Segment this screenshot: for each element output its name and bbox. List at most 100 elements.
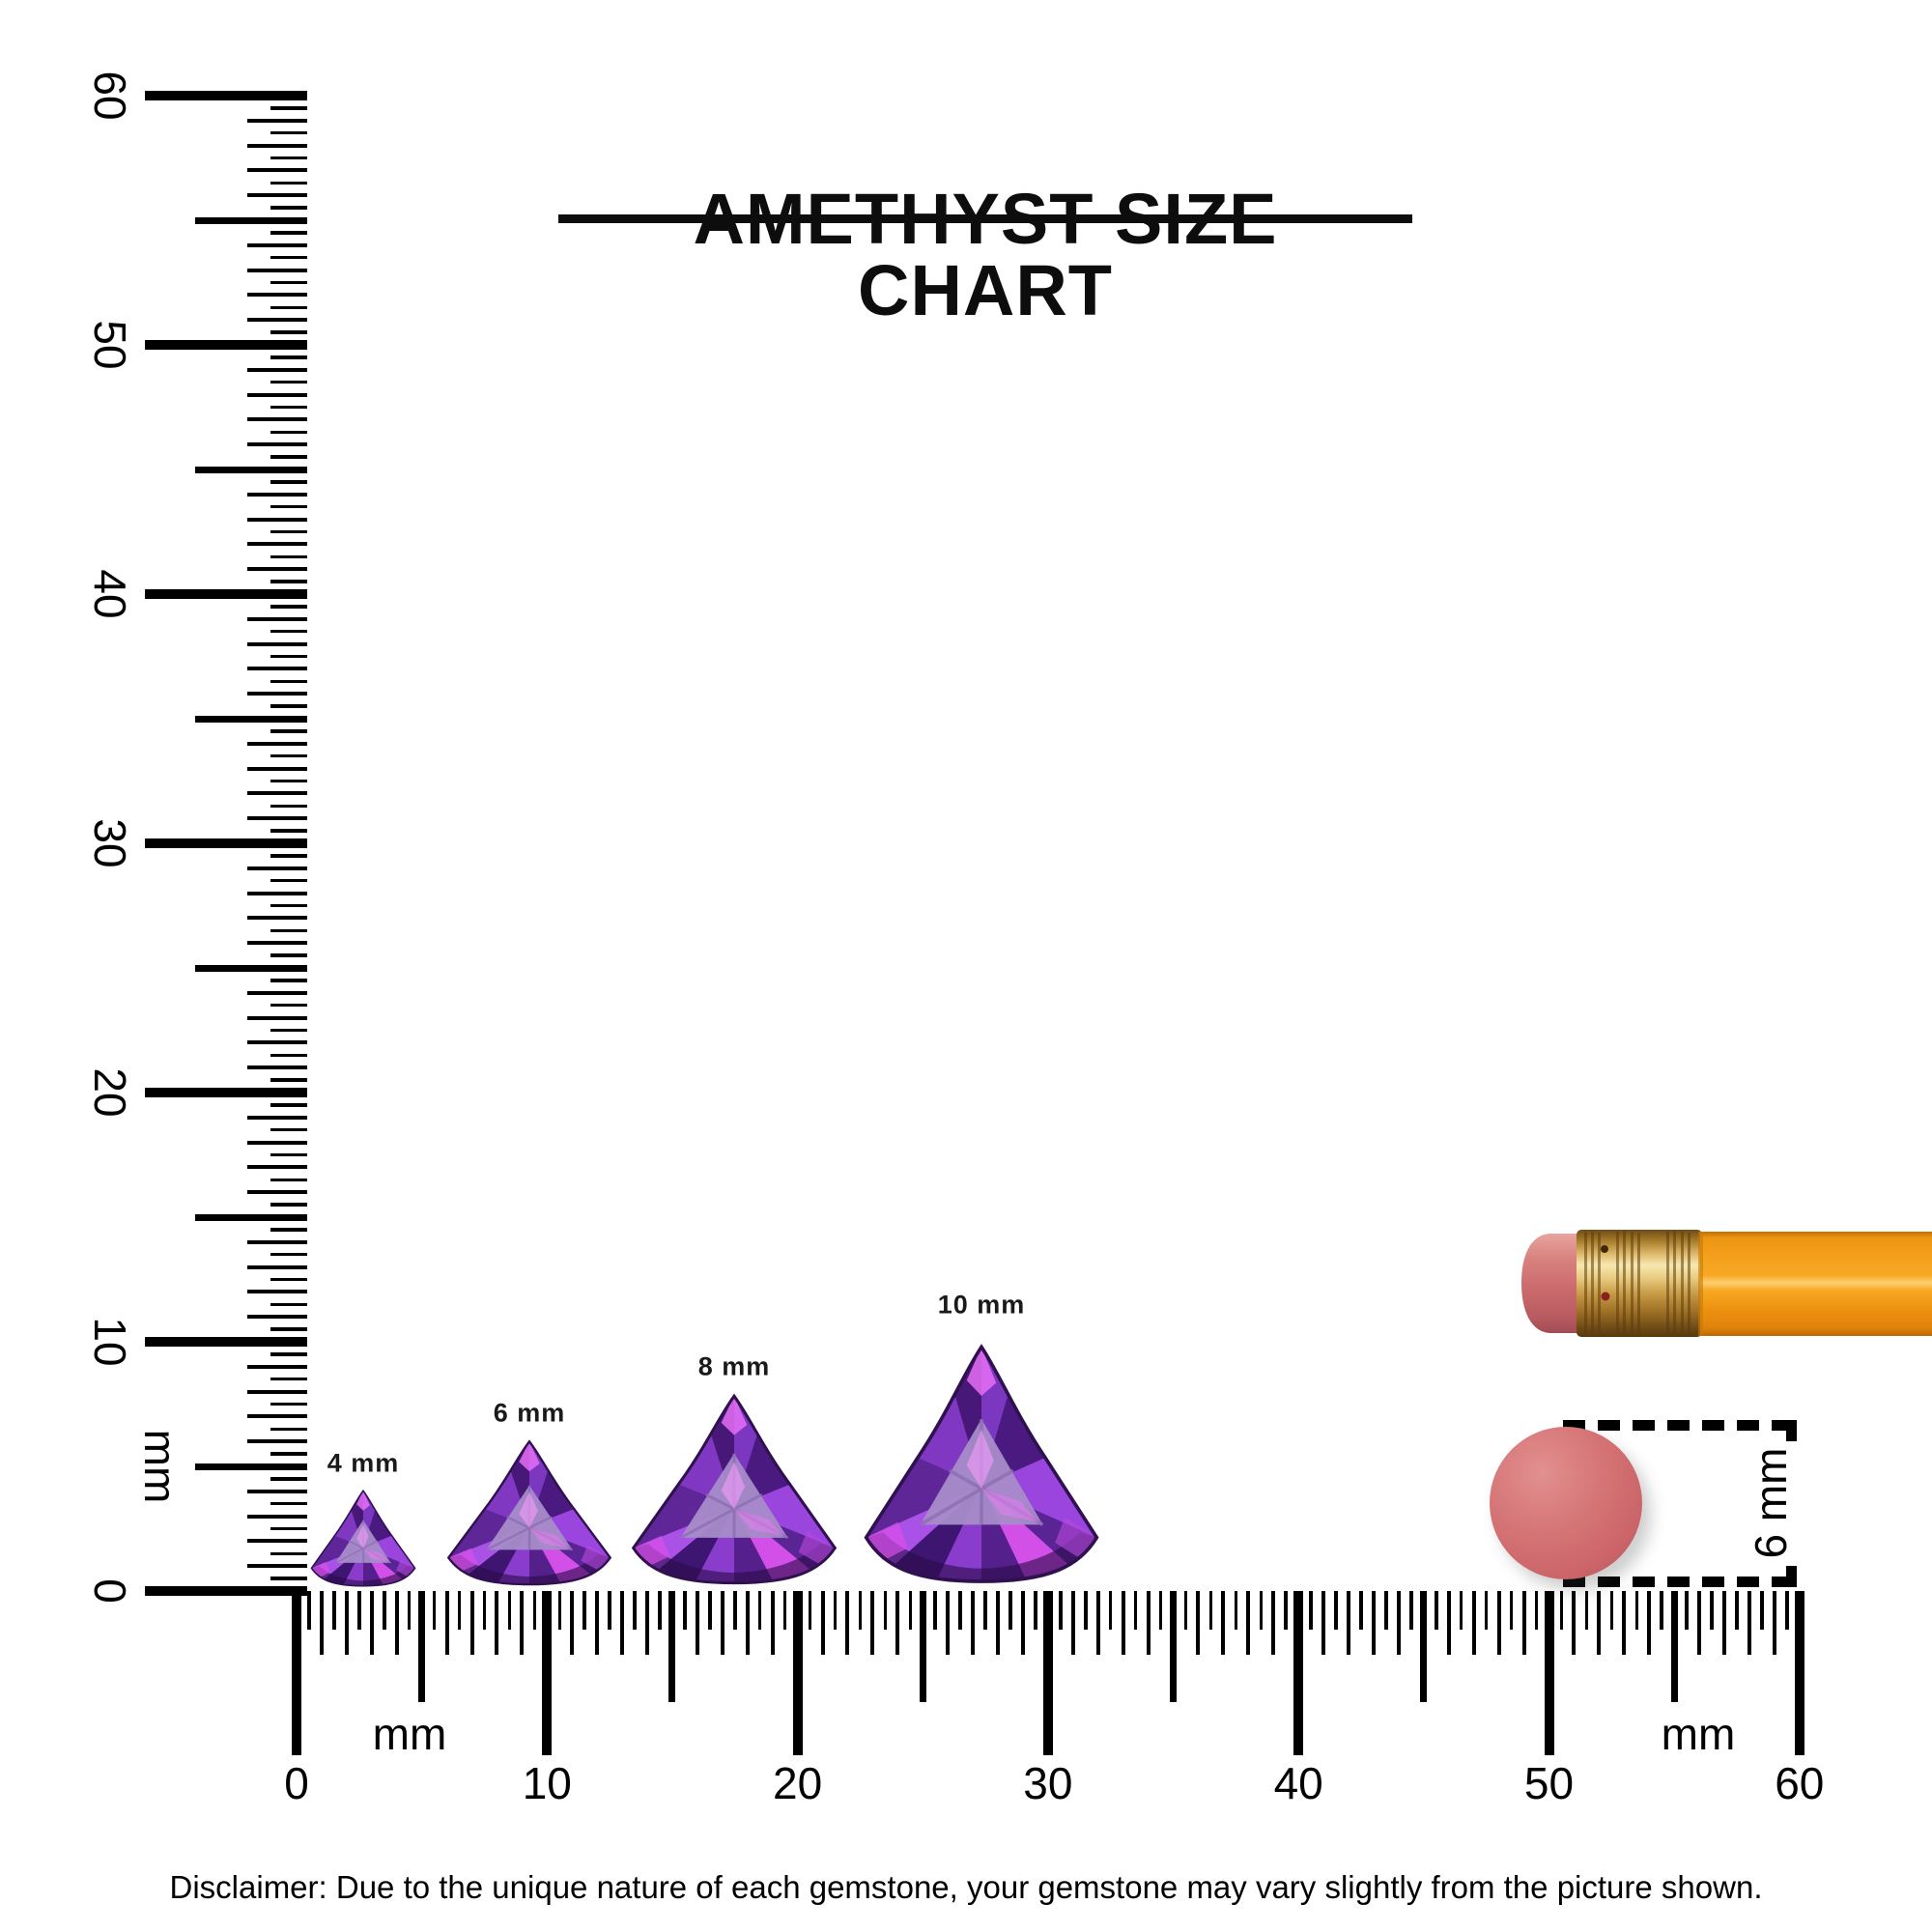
v-ruler-tick-54 (247, 242, 307, 247)
h-ruler-tick-15 (668, 1591, 676, 1702)
gem-girdle (633, 1544, 836, 1583)
v-ruler-tick-27.5 (270, 903, 307, 908)
v-ruler-label-20: 20 (85, 1067, 135, 1118)
pencil-ferrule (1577, 1230, 1702, 1337)
h-ruler-tick-33 (1121, 1591, 1125, 1655)
h-ruler-tick-48.5 (1509, 1591, 1514, 1630)
v-ruler-tick-32.5 (270, 779, 307, 783)
v-ruler-tick-47.5 (270, 405, 307, 410)
h-ruler-tick-27 (971, 1591, 976, 1655)
v-ruler-tick-17 (247, 1165, 307, 1170)
gem-facet (519, 1492, 538, 1528)
gem-facet (734, 1509, 784, 1536)
v-ruler-tick-51.5 (270, 305, 307, 310)
v-ruler-tick-1 (247, 1564, 307, 1569)
v-ruler-tick-29.5 (270, 854, 307, 858)
h-ruler-tick-54.5 (1660, 1591, 1663, 1630)
h-ruler-tick-0 (292, 1591, 301, 1755)
h-ruler-tick-56.5 (1710, 1591, 1714, 1630)
v-ruler-tick-44 (247, 492, 307, 497)
v-ruler-tick-45 (195, 466, 307, 473)
h-ruler-tick-56 (1697, 1591, 1702, 1655)
gem-facet (519, 1441, 540, 1472)
v-ruler-tick-38 (247, 641, 307, 646)
h-ruler-tick-26 (946, 1591, 951, 1655)
h-ruler-tick-60 (1794, 1591, 1804, 1755)
h-ruler-tick-18 (745, 1591, 750, 1655)
gem-facet (966, 1429, 994, 1489)
v-ruler-tick-58.5 (270, 130, 307, 135)
v-ruler-tick-42.5 (270, 529, 307, 534)
h-ruler-tick-25 (919, 1591, 926, 1702)
v-ruler-tick-18 (247, 1140, 307, 1145)
h-ruler-tick-38.5 (1259, 1591, 1264, 1630)
h-ruler-tick-30 (1042, 1591, 1053, 1755)
v-ruler-label-40: 40 (85, 569, 135, 619)
v-ruler-tick-8 (247, 1389, 307, 1394)
h-ruler-tick-10.5 (557, 1591, 561, 1630)
v-ruler-tick-33 (247, 766, 307, 771)
h-ruler-tick-29 (1020, 1591, 1025, 1655)
gem-table-streak (919, 1487, 982, 1526)
v-ruler-tick-55.5 (270, 206, 307, 210)
h-ruler-tick-39 (1271, 1591, 1276, 1655)
eraser-disc (1490, 1427, 1642, 1579)
h-ruler-tick-15.5 (683, 1591, 687, 1630)
h-ruler-tick-34 (1146, 1591, 1151, 1655)
ferrule-rivet-dot (1601, 1292, 1610, 1301)
v-ruler-tick-50.5 (270, 330, 307, 334)
h-ruler-tick-42 (1347, 1591, 1351, 1655)
v-ruler-tick-9.5 (270, 1352, 307, 1356)
vertical-ruler-unit-label: mm (135, 1429, 185, 1504)
h-ruler-label-40: 40 (1273, 1758, 1323, 1808)
v-ruler-tick-26.5 (270, 928, 307, 933)
h-ruler-tick-40.5 (1309, 1591, 1313, 1630)
v-ruler-tick-41.5 (270, 554, 307, 559)
v-ruler-tick-58 (247, 143, 307, 148)
h-ruler-tick-13.5 (633, 1591, 637, 1630)
h-ruler-tick-23 (870, 1591, 875, 1655)
dimension-dashed-line-bottom (1563, 1577, 1797, 1587)
h-ruler-tick-59.5 (1785, 1591, 1789, 1630)
v-ruler-tick-31 (247, 816, 307, 821)
horizontal-ruler-unit-label-left: mm (372, 1709, 447, 1759)
h-ruler-tick-58.5 (1760, 1591, 1764, 1630)
v-ruler-tick-22.5 (270, 1028, 307, 1033)
v-ruler-tick-54.5 (270, 231, 307, 235)
h-ruler-label-50: 50 (1523, 1758, 1575, 1808)
v-ruler-tick-2.5 (270, 1526, 307, 1531)
h-ruler-tick-19 (770, 1591, 775, 1655)
h-ruler-tick-33.5 (1133, 1591, 1138, 1630)
gem-table-streak (528, 1516, 553, 1529)
v-ruler-tick-19 (247, 1115, 307, 1120)
v-ruler-label-60: 60 (85, 71, 135, 121)
h-ruler-label-0: 0 (284, 1758, 309, 1808)
gem-table-streak (348, 1540, 364, 1549)
h-ruler-tick-9 (520, 1591, 525, 1655)
v-ruler-tick-39.5 (270, 605, 307, 609)
h-ruler-tick-36 (1196, 1591, 1201, 1655)
v-ruler-tick-51 (247, 318, 307, 323)
v-ruler-tick-29 (247, 866, 307, 870)
v-ruler-tick-1.5 (270, 1551, 307, 1556)
h-ruler-tick-52.5 (1609, 1591, 1614, 1630)
gem-6mm (446, 1439, 612, 1586)
gem-table-streak (335, 1548, 364, 1564)
v-ruler-tick-7 (247, 1414, 307, 1419)
h-ruler-label-10: 10 (522, 1758, 572, 1808)
h-ruler-tick-40 (1293, 1591, 1304, 1755)
v-ruler-tick-10 (145, 1337, 307, 1347)
v-ruler-tick-35 (195, 715, 307, 723)
v-ruler-tick-19.5 (270, 1103, 307, 1107)
h-ruler-tick-11.5 (582, 1591, 586, 1630)
v-ruler-tick-36 (247, 692, 307, 696)
h-ruler-tick-3.5 (383, 1591, 386, 1630)
h-ruler-tick-14 (645, 1591, 650, 1655)
v-ruler-label-0: 0 (85, 1578, 135, 1604)
v-ruler-tick-13.5 (270, 1252, 307, 1257)
h-ruler-tick-24 (895, 1591, 900, 1655)
h-ruler-tick-43 (1371, 1591, 1376, 1655)
h-ruler-tick-1.5 (332, 1591, 336, 1630)
v-ruler-tick-27 (247, 916, 307, 921)
gem-facet (363, 1548, 389, 1562)
